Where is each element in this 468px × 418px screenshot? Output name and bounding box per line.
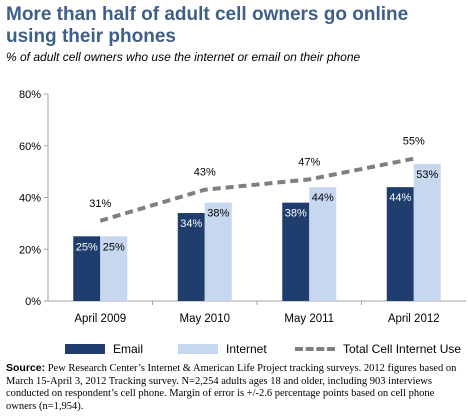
source-label: Source: xyxy=(6,362,46,374)
bar-email xyxy=(282,202,310,301)
legend-item-total: Total Cell Internet Use xyxy=(295,342,461,356)
y-tick-label: 0% xyxy=(25,296,41,308)
data-label-email: 25% xyxy=(76,241,98,253)
total-internet-line xyxy=(99,156,415,223)
x-category-label: May 2011 xyxy=(284,313,334,325)
legend-swatch-total xyxy=(295,347,335,351)
source-note: Source: Pew Research Center’s Internet &… xyxy=(6,362,464,413)
legend-label-email: Email xyxy=(113,342,144,356)
chart-subtitle: % of adult cell owners who use the inter… xyxy=(6,50,361,64)
legend-swatch-email xyxy=(65,344,105,354)
data-label-internet: 25% xyxy=(103,241,125,253)
x-category-label: May 2010 xyxy=(179,313,230,325)
data-label-total: 55% xyxy=(403,136,425,148)
data-label-email: 44% xyxy=(389,192,411,204)
bar-internet xyxy=(309,187,337,301)
bar-email xyxy=(177,213,205,301)
data-label-total: 43% xyxy=(194,167,216,179)
bar-internet xyxy=(413,163,441,301)
legend-item-email: Email xyxy=(65,342,143,356)
data-label-total: 31% xyxy=(89,198,111,210)
bar-email xyxy=(386,187,414,301)
bar-line-chart: 0% 20% 40% 60% 80% 25% 25% April 2009 34% 38% May … xyxy=(19,89,466,325)
y-tick-label: 80% xyxy=(19,89,41,101)
y-tick-label: 40% xyxy=(19,193,41,205)
x-category-label: April 2009 xyxy=(74,313,126,325)
data-label-email: 34% xyxy=(180,218,202,230)
y-tick-label: 60% xyxy=(19,141,41,153)
data-label-internet: 38% xyxy=(207,208,229,220)
source-text: Pew Research Center’s Internet & America… xyxy=(6,363,457,412)
legend-item-internet: Internet xyxy=(178,342,267,356)
data-label-total: 47% xyxy=(298,156,320,168)
data-label-email: 38% xyxy=(285,208,307,220)
bar-internet xyxy=(100,236,128,301)
bar-email xyxy=(73,236,101,301)
y-tick-label: 20% xyxy=(19,244,41,256)
data-label-internet: 53% xyxy=(416,169,438,181)
data-label-internet: 44% xyxy=(312,192,334,204)
x-category-label: April 2012 xyxy=(388,313,440,325)
legend-label-internet: Internet xyxy=(226,342,267,356)
chart-legend: Email Internet Total Cell Internet Use xyxy=(65,342,461,356)
legend-label-total: Total Cell Internet Use xyxy=(343,342,462,356)
legend-swatch-internet xyxy=(178,344,218,354)
chart-title: More than half of adult cell owners go o… xyxy=(6,4,409,47)
bar-internet xyxy=(204,202,232,301)
